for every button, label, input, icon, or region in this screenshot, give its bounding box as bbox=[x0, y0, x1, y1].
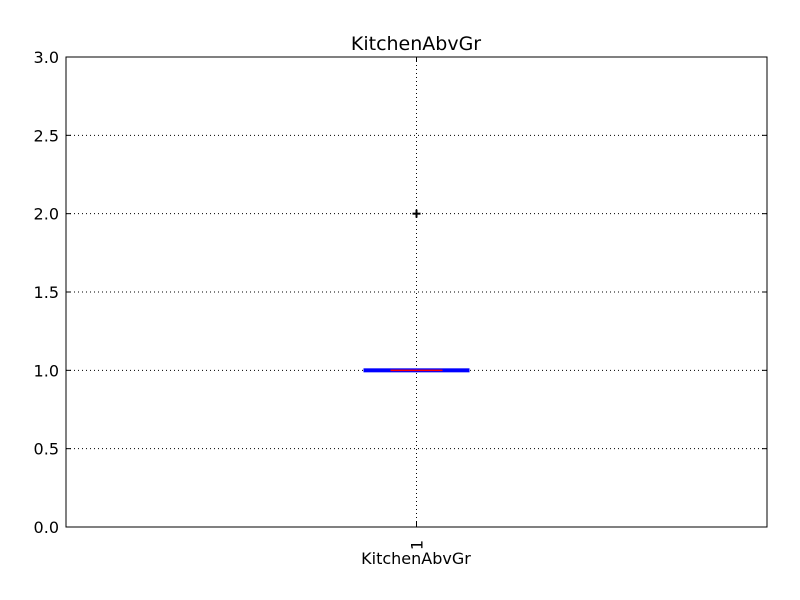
x-axis-label: KitchenAbvGr bbox=[361, 549, 471, 568]
y-tick-label: 2.0 bbox=[34, 205, 59, 224]
y-tick-label: 0.5 bbox=[34, 440, 59, 459]
y-tick-label: 1.0 bbox=[34, 361, 59, 380]
y-axis: 0.0 0.5 1.0 1.5 2.0 2.5 3.0 bbox=[34, 48, 767, 537]
chart-title: KitchenAbvGr bbox=[351, 33, 481, 55]
y-tick-label: 2.5 bbox=[34, 126, 59, 145]
x-tick-label: 1 bbox=[408, 540, 427, 550]
y-tick-label: 0.0 bbox=[34, 518, 59, 537]
y-tick-label: 3.0 bbox=[34, 48, 59, 67]
y-tick-label: 1.5 bbox=[34, 283, 59, 302]
plot-frame bbox=[65, 56, 768, 528]
box-plot bbox=[363, 209, 470, 373]
outlier-point bbox=[412, 209, 421, 218]
x-axis: 1 bbox=[408, 57, 427, 550]
box-iqr bbox=[363, 368, 470, 373]
